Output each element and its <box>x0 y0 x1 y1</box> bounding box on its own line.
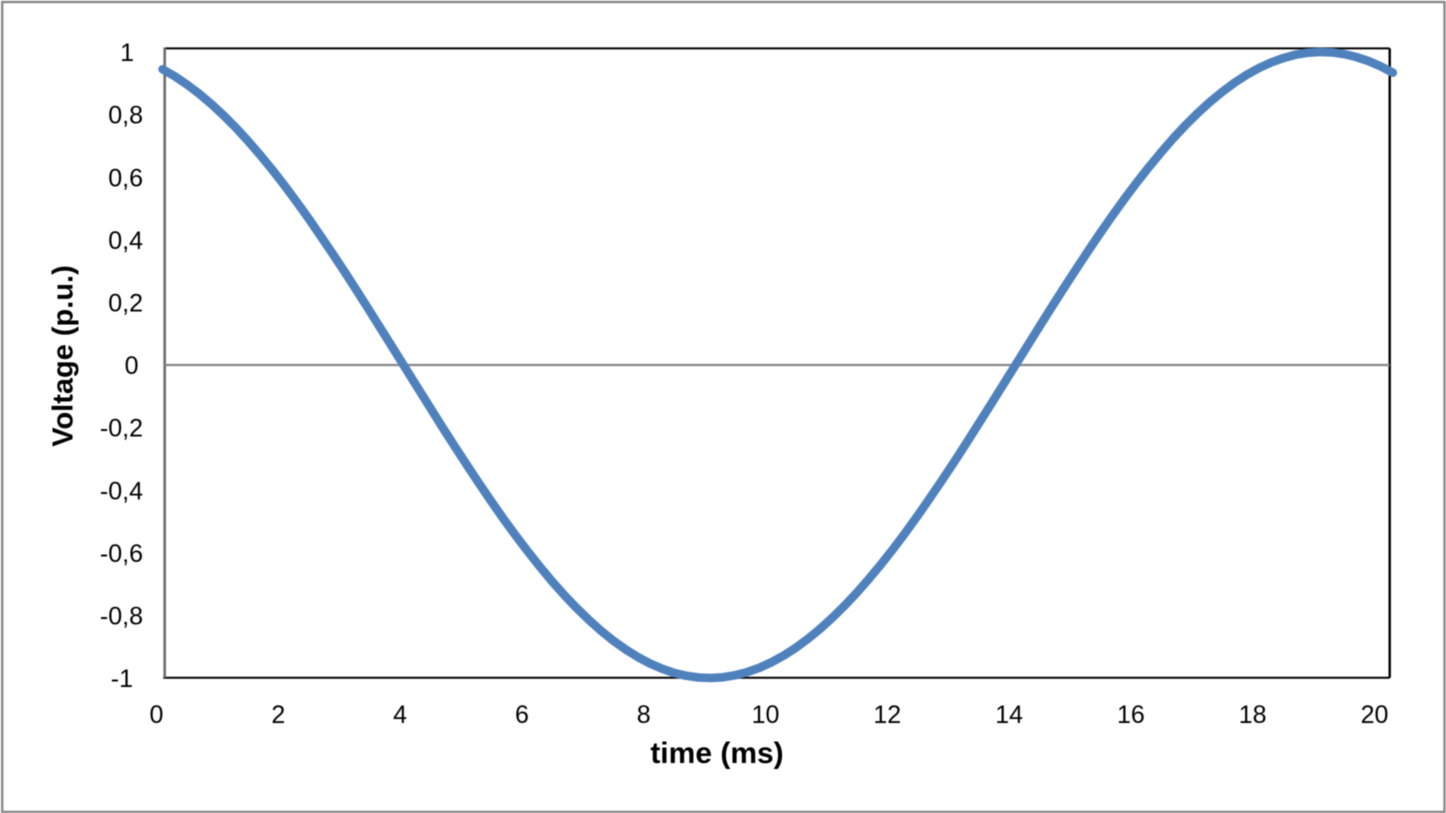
svg-text:6: 6 <box>515 701 529 729</box>
svg-text:time (ms): time (ms) <box>650 737 783 770</box>
svg-text:14: 14 <box>995 701 1023 729</box>
svg-text:0,6: 0,6 <box>108 164 143 192</box>
svg-text:2: 2 <box>271 701 285 729</box>
svg-text:-0,4: -0,4 <box>100 477 143 505</box>
svg-text:18: 18 <box>1239 701 1267 729</box>
svg-text:0: 0 <box>150 701 164 729</box>
svg-text:-1: -1 <box>111 665 133 693</box>
svg-text:8: 8 <box>637 701 651 729</box>
svg-text:0,8: 0,8 <box>108 102 143 130</box>
svg-text:0: 0 <box>125 352 139 380</box>
svg-text:12: 12 <box>873 701 901 729</box>
svg-text:-0,2: -0,2 <box>100 415 143 443</box>
svg-text:10: 10 <box>752 701 780 729</box>
svg-text:16: 16 <box>1117 701 1145 729</box>
svg-text:4: 4 <box>393 701 407 729</box>
svg-text:20: 20 <box>1361 701 1389 729</box>
svg-text:Voltage (p.u.): Voltage (p.u.) <box>48 265 80 447</box>
svg-text:0,4: 0,4 <box>108 227 143 255</box>
svg-text:1: 1 <box>120 39 134 67</box>
svg-text:0,2: 0,2 <box>108 290 143 318</box>
svg-text:-0,8: -0,8 <box>100 603 143 631</box>
svg-text:-0,6: -0,6 <box>100 540 143 568</box>
